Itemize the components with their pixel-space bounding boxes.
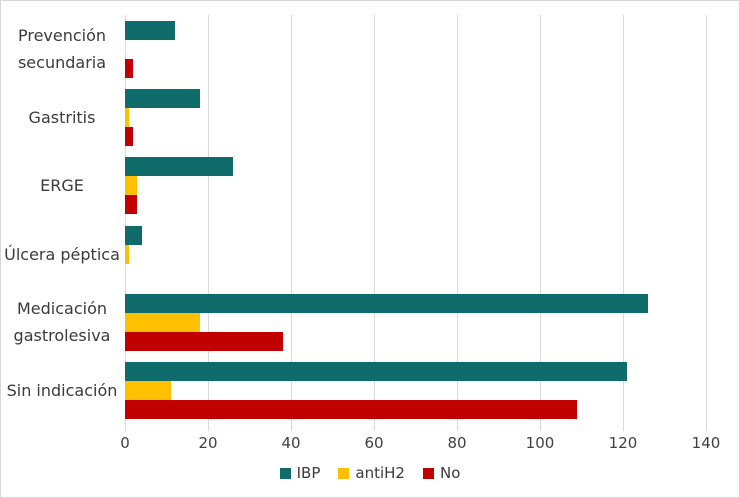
bar-antih2 [125, 381, 171, 401]
gridline [706, 15, 707, 431]
bar-no [125, 400, 578, 420]
category-label: Úlcera péptica [4, 244, 120, 264]
bar-group [125, 15, 706, 83]
legend-swatch-icon [338, 467, 350, 479]
bar-ibp [125, 293, 648, 313]
legend-swatch-icon [279, 467, 291, 479]
legend: IBP antiH2 No [1, 464, 739, 482]
bar-no [125, 331, 283, 351]
gridline [208, 15, 209, 431]
bar-no [125, 58, 134, 78]
bar-group [125, 357, 706, 425]
bar-group [125, 220, 706, 288]
bar-antih2 [125, 107, 130, 127]
x-tick-label: 60 [364, 434, 384, 452]
gridline [540, 15, 541, 431]
bar-group [125, 83, 706, 151]
gridline [457, 15, 458, 431]
category-label: Gastritis [28, 107, 96, 127]
bar-antih2 [125, 176, 138, 196]
category-label: Medicación gastrolesiva [13, 299, 111, 346]
x-tick-label: 100 [525, 434, 555, 452]
bar-ibp [125, 20, 175, 40]
bar-group [125, 288, 706, 356]
legend-label: antiH2 [355, 464, 405, 482]
x-tick-label: 140 [691, 434, 721, 452]
legend-item-no: No [422, 464, 461, 482]
gridline [623, 15, 624, 431]
bar-groups [125, 15, 706, 425]
bar-no [125, 195, 138, 215]
x-tick-label: 40 [281, 434, 301, 452]
bar-ibp [125, 157, 233, 177]
bar-no [125, 126, 134, 146]
x-tick-label: 0 [120, 434, 130, 452]
legend-item-antih2: antiH2 [338, 464, 405, 482]
legend-label: No [439, 464, 461, 482]
x-tick-label: 20 [198, 434, 218, 452]
legend-label: IBP [296, 464, 321, 482]
plot-area [125, 15, 707, 431]
bar-ibp [125, 225, 142, 245]
category-axis-labels: Prevención secundaria Gastritis ERGE Úlcera… [3, 15, 121, 425]
category-label: Sin indicación [6, 381, 118, 401]
gridline [374, 15, 375, 431]
category-label: ERGE [40, 176, 84, 196]
legend-item-ibp: IBP [279, 464, 321, 482]
bar-ibp [125, 362, 628, 382]
x-tick-label: 80 [447, 434, 467, 452]
gridline [125, 15, 126, 431]
bar-ibp [125, 88, 200, 108]
bar-antih2 [125, 312, 200, 332]
category-label: Prevención secundaria [17, 25, 107, 73]
bar-antih2 [125, 244, 130, 264]
legend-swatch-icon [422, 467, 434, 479]
gridline [291, 15, 292, 431]
bar-group [125, 152, 706, 220]
x-tick-label: 120 [608, 434, 638, 452]
x-axis-tick-labels: 0 20 40 60 80 100 120 140 [120, 434, 720, 456]
